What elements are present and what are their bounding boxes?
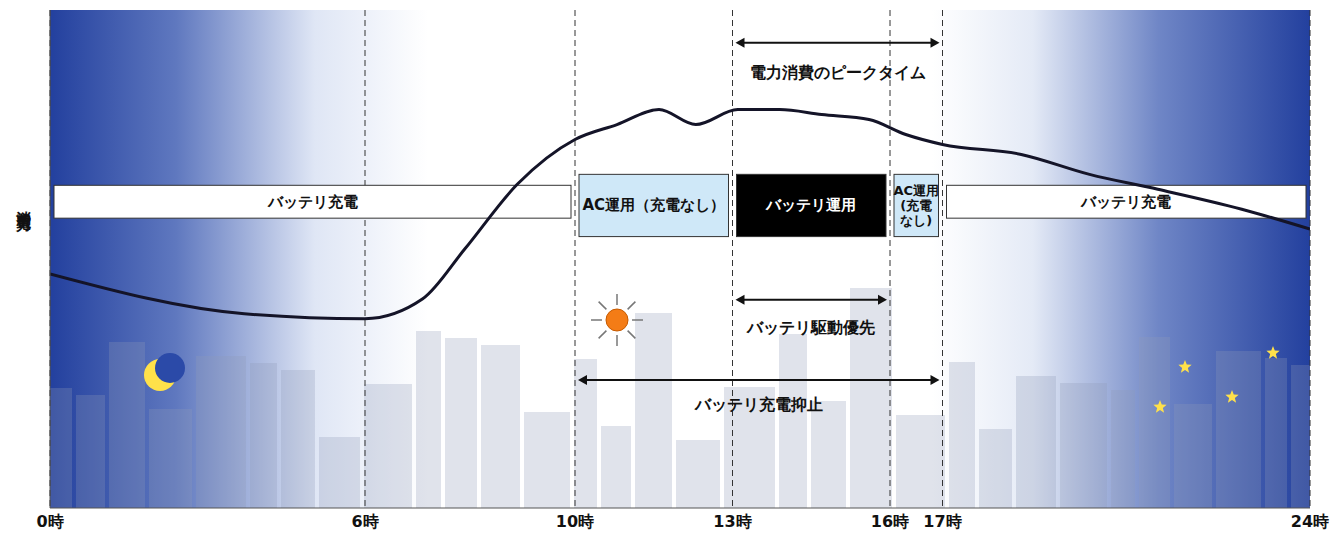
svg-text:10時: 10時 xyxy=(556,512,594,531)
svg-text:電力消費のピークタイム: 電力消費のピークタイム xyxy=(750,63,926,82)
svg-text:バッテリ充電: バッテリ充電 xyxy=(267,193,358,211)
svg-text:6時: 6時 xyxy=(351,512,378,531)
svg-text:16時: 16時 xyxy=(871,512,909,531)
svg-text:(充電: (充電 xyxy=(900,198,932,213)
html-text:消費電力: 消費電力 xyxy=(15,199,33,208)
svg-text:バッテリ駆動優先: バッテリ駆動優先 xyxy=(746,318,875,337)
svg-text:バッテリ充電抑止: バッテリ充電抑止 xyxy=(694,395,823,414)
svg-text:バッテリ充電: バッテリ充電 xyxy=(1080,193,1171,211)
svg-text:バッテリ運用: バッテリ運用 xyxy=(765,196,856,214)
svg-text:0時: 0時 xyxy=(36,512,63,531)
svg-text:なし): なし) xyxy=(900,213,932,228)
svg-text:24時: 24時 xyxy=(1291,512,1329,531)
svg-text:AC運用（充電なし）: AC運用（充電なし） xyxy=(582,196,725,214)
svg-text:13時: 13時 xyxy=(713,512,751,531)
svg-text:17時: 17時 xyxy=(923,512,961,531)
svg-text:AC運用: AC運用 xyxy=(893,183,939,198)
